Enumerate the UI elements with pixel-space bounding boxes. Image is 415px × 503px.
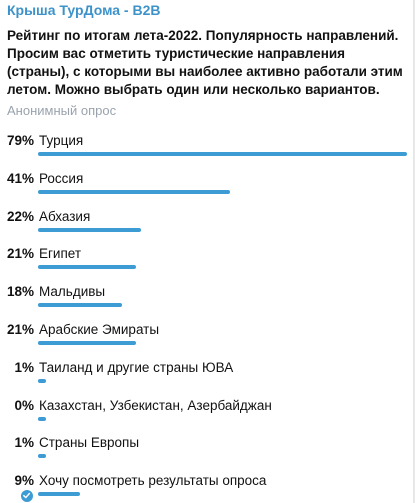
- option-result-bar: [38, 152, 407, 156]
- option-result-bar: [38, 340, 137, 345]
- poll-option[interactable]: 0% Казахстан, Узбекистан, Азербайджан: [0, 396, 415, 434]
- option-result-bar: [38, 265, 137, 270]
- option-result-bar: [38, 416, 46, 421]
- option-percent: 21%: [6, 246, 34, 262]
- option-percent: 18%: [6, 284, 34, 300]
- poll-option[interactable]: 79% Турция: [0, 131, 415, 169]
- poll-option[interactable]: 21% Арабские Эмираты: [0, 320, 415, 358]
- option-label: Египет: [39, 246, 82, 262]
- poll-options: 79% Турция 41% Россия 22% Абхазия 21% Ег…: [0, 131, 415, 503]
- poll-option-selected[interactable]: 9% Хочу посмотреть результаты опроса: [0, 471, 415, 503]
- poll-option[interactable]: 22% Абхазия: [0, 207, 415, 245]
- option-label: Таиланд и другие страны ЮВА: [39, 359, 234, 375]
- option-result-bar: [38, 189, 230, 194]
- option-percent: 41%: [6, 170, 34, 186]
- check-icon: [20, 489, 34, 503]
- option-percent: 22%: [6, 208, 34, 224]
- option-label: Россия: [39, 170, 84, 186]
- channel-name[interactable]: Крыша ТурДома - B2B: [7, 2, 161, 18]
- option-result-bar: [38, 303, 123, 308]
- option-label: Турция: [39, 133, 84, 148]
- option-percent: 1%: [14, 435, 34, 451]
- option-result-bar: [38, 227, 141, 232]
- option-percent: 0%: [14, 397, 34, 413]
- option-label: Страны Европы: [39, 435, 140, 451]
- option-percent: 1%: [14, 359, 34, 375]
- option-percent: 21%: [6, 321, 34, 337]
- option-percent: 9%: [14, 473, 34, 489]
- poll-question: Рейтинг по итогам лета-2022. Популярност…: [7, 28, 403, 97]
- poll-option[interactable]: 21% Египет: [0, 244, 415, 282]
- option-result-bar: [38, 454, 46, 459]
- option-label: Мальдивы: [39, 284, 106, 300]
- divider: [413, 0, 415, 503]
- option-percent: 79%: [6, 133, 34, 148]
- option-label: Арабские Эмираты: [39, 321, 160, 337]
- option-result-bar: [38, 378, 46, 383]
- option-label: Хочу посмотреть результаты опроса: [39, 473, 267, 489]
- option-result-bar: [38, 492, 81, 497]
- poll-option[interactable]: 18% Мальдивы: [0, 282, 415, 320]
- option-label: Казахстан, Узбекистан, Азербайджан: [39, 397, 272, 413]
- option-label: Абхазия: [39, 208, 91, 224]
- poll-option[interactable]: 1% Страны Европы: [0, 433, 415, 471]
- poll-type-label: Анонимный опрос: [7, 103, 117, 118]
- poll-option[interactable]: 41% Россия: [0, 169, 415, 207]
- poll-option[interactable]: 1% Таиланд и другие страны ЮВА: [0, 358, 415, 396]
